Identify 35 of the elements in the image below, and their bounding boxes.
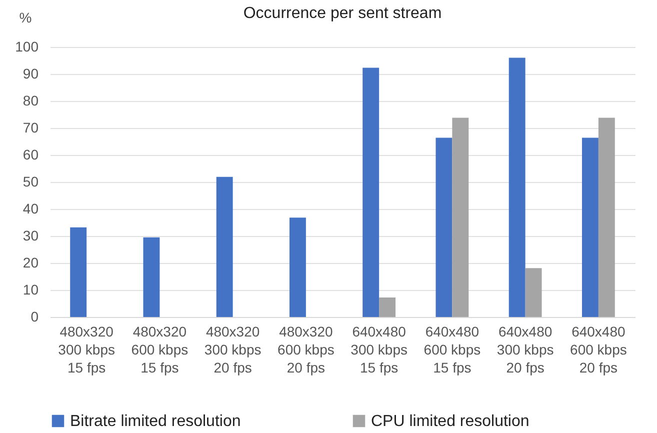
legend-label: CPU limited resolution [371,413,530,430]
legend-label: Bitrate limited resolution [70,413,241,430]
x-tick-label: 640x480 300 kbps 15 fps [350,324,408,376]
x-tick-label: 640x480 600 kbps 20 fps [570,324,627,376]
bar [216,176,233,317]
y-tick-label: 60 [22,146,39,162]
y-tick-label: 20 [22,254,39,270]
x-tick-label: 480x320 300 kbps 20 fps [204,324,262,376]
bar [508,58,526,317]
y-tick-label: 90 [22,66,39,82]
y-tick-label: 100 [15,38,39,54]
bar [525,268,542,317]
y-axis-title: % [19,10,32,26]
y-tick-label: 40 [22,200,39,216]
bar [289,218,306,317]
x-tick-label: 640x480 600 kbps 15 fps [424,324,481,376]
bar [436,138,452,317]
bar [70,227,87,317]
x-tick-label: 480x320 300 kbps 15 fps [58,324,115,376]
bar [452,118,469,317]
x-tick-label: 640x480 300 kbps 20 fps [496,324,554,376]
y-tick-label: 0 [30,308,39,324]
y-tick-label: 70 [22,120,39,136]
y-tick-label: 80 [22,92,39,108]
bar [379,298,396,317]
x-tick-label: 480x320 600 kbps 15 fps [131,324,188,376]
y-tick-label: 50 [22,174,39,190]
bar [598,118,615,317]
y-tick-label: 10 [22,282,39,298]
bar [582,138,598,317]
chart-title: Occurrence per sent stream [243,5,442,22]
y-tick-label: 30 [22,228,39,244]
bar [362,68,380,317]
x-tick-label: 480x320 600 kbps 20 fps [278,324,334,376]
bar [143,237,160,317]
